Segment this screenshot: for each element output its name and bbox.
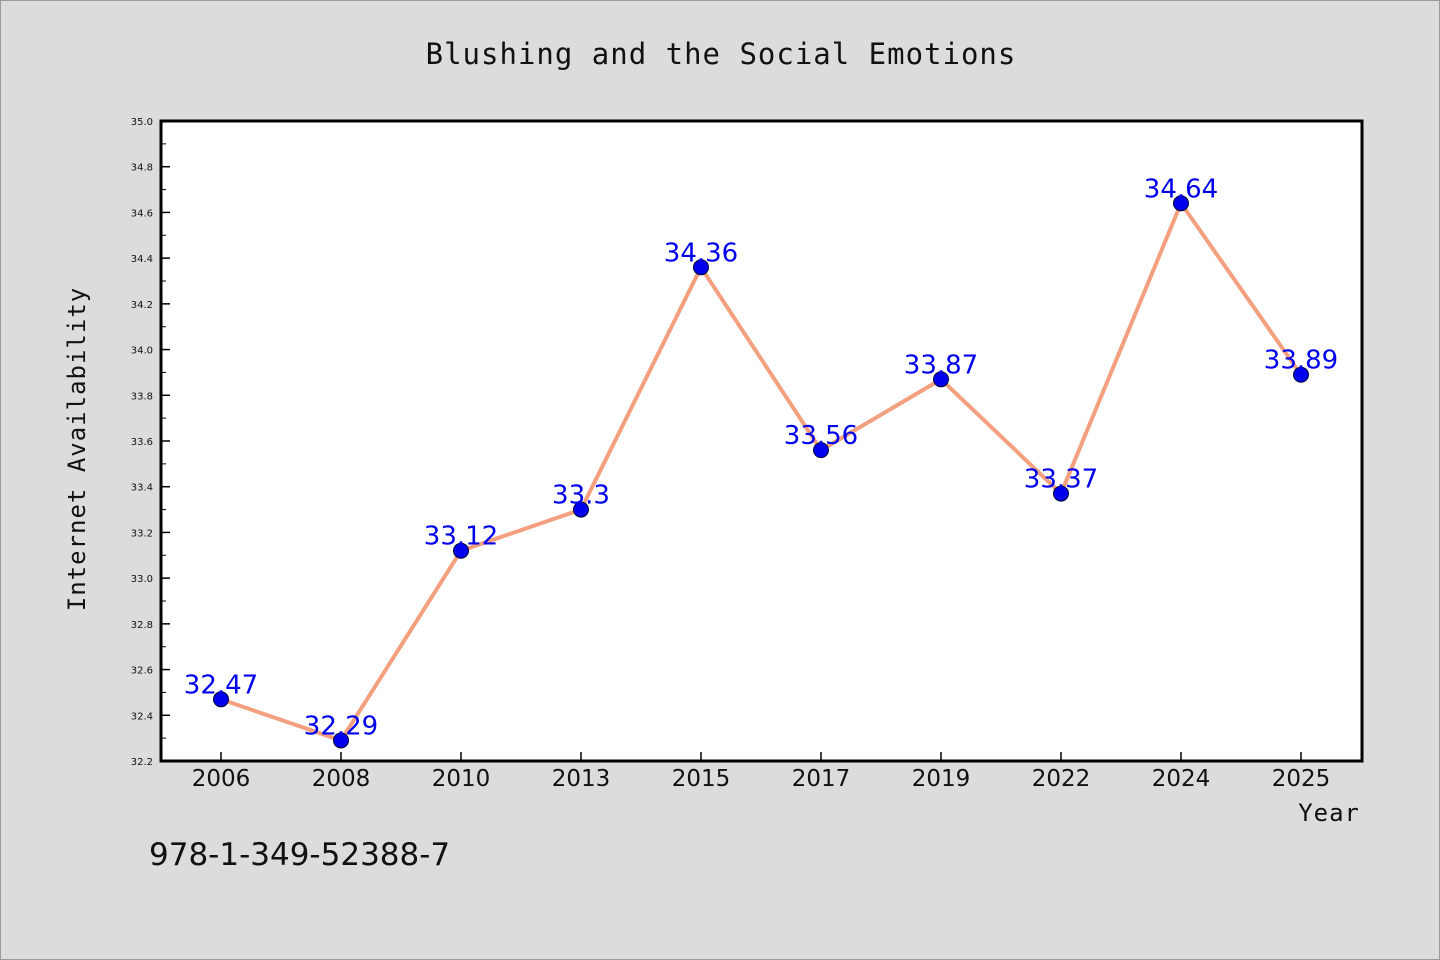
data-point bbox=[1173, 195, 1189, 212]
y-tick-label: 34.8 bbox=[131, 163, 153, 174]
data-label: 33.87 bbox=[904, 350, 978, 380]
y-tick-label: 32.4 bbox=[131, 711, 153, 722]
y-axis-label: Internet Availability bbox=[63, 287, 91, 611]
y-tick-label: 32.8 bbox=[131, 620, 153, 631]
y-tick-label: 33.0 bbox=[131, 574, 153, 585]
y-tick-label: 34.0 bbox=[131, 346, 153, 357]
x-tick-label: 2013 bbox=[552, 766, 611, 792]
data-label: 33.37 bbox=[1024, 465, 1098, 495]
plot-area bbox=[159, 119, 1364, 763]
x-tick-label: 2010 bbox=[432, 766, 491, 792]
x-axis-label: Year bbox=[1298, 799, 1360, 827]
data-label: 33.3 bbox=[552, 481, 610, 511]
x-axis: 2006 2008 2010 2013 2015 2017 2019 2022 2024 2025 bbox=[192, 752, 1331, 792]
data-point bbox=[933, 371, 949, 388]
x-tick-label: 2017 bbox=[792, 766, 851, 792]
x-tick-label: 2008 bbox=[312, 766, 371, 792]
data-labels-group: 32.47 32.29 33.12 33.3 34.36 33.56 33.87 33.37 3… bbox=[184, 174, 1338, 741]
x-tick-label: 2025 bbox=[1272, 766, 1331, 792]
x-tick-label: 2024 bbox=[1152, 766, 1211, 792]
data-point bbox=[453, 542, 469, 559]
y-tick-label: 32.6 bbox=[131, 666, 153, 677]
y-tick-label: 34.2 bbox=[131, 300, 153, 311]
data-point bbox=[1053, 485, 1069, 502]
y-tick-label: 35.0 bbox=[131, 117, 153, 128]
y-tick-label: 34.4 bbox=[131, 254, 153, 265]
x-tick-label: 2015 bbox=[672, 766, 731, 792]
y-tick-label: 34.6 bbox=[131, 208, 153, 219]
data-label: 34.64 bbox=[1144, 174, 1218, 204]
y-tick-label: 33.6 bbox=[131, 437, 153, 448]
data-point bbox=[213, 691, 229, 708]
markers-group bbox=[213, 195, 1309, 749]
data-label: 34.36 bbox=[664, 238, 738, 268]
series-line-group bbox=[220, 201, 1303, 743]
series-line bbox=[220, 201, 1303, 743]
data-point bbox=[1293, 366, 1309, 383]
x-tick-label: 2022 bbox=[1032, 766, 1091, 792]
data-label: 32.47 bbox=[184, 670, 258, 700]
data-label: 32.29 bbox=[304, 711, 378, 741]
y-tick-label: 33.2 bbox=[131, 528, 153, 539]
data-point bbox=[813, 442, 829, 459]
x-tick-label: 2019 bbox=[912, 766, 971, 792]
data-point bbox=[573, 501, 589, 518]
y-axis: 32.2 32.4 32.6 32.8 33.0 33.2 33.4 33.6 33.8 34.0… bbox=[131, 117, 170, 768]
data-label: 33.12 bbox=[424, 522, 498, 552]
footer-code: 978-1-349-52388-7 bbox=[149, 837, 450, 873]
data-point bbox=[693, 259, 709, 276]
y-tick-label: 33.4 bbox=[131, 483, 153, 494]
chart-title: Blushing and the Social Emotions bbox=[426, 37, 1017, 71]
data-label: 33.56 bbox=[784, 421, 858, 451]
y-tick-label: 32.2 bbox=[131, 757, 153, 768]
y-tick-label: 33.8 bbox=[131, 391, 153, 402]
data-label: 33.89 bbox=[1264, 346, 1338, 376]
data-point bbox=[333, 732, 349, 749]
x-tick-label: 2006 bbox=[192, 766, 251, 792]
